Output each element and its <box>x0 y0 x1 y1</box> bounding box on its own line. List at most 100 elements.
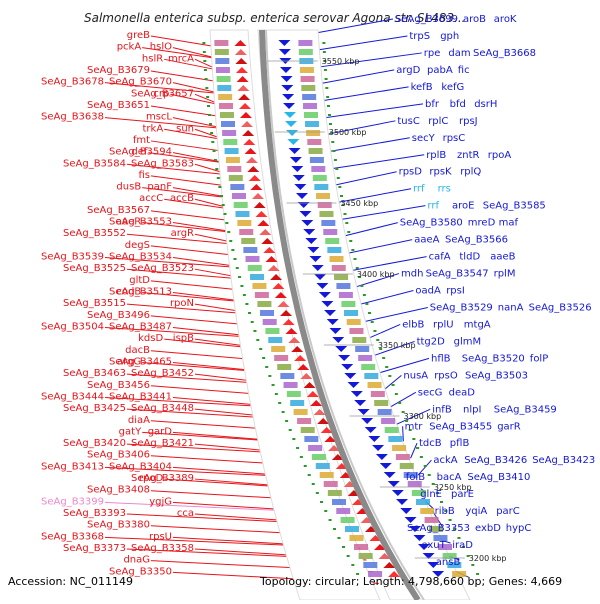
left-feature-block <box>336 508 351 514</box>
right-gene-label: rplQ <box>460 167 481 178</box>
left-gene-arrow <box>250 184 263 190</box>
left-gene-label: SeAg_B3456 <box>87 380 150 391</box>
left-tick <box>256 339 260 341</box>
right-feature-block <box>327 247 342 253</box>
left-gene-label: SeAg_B3496 <box>87 310 150 321</box>
left-feature-block <box>344 526 359 532</box>
right-feature-block <box>321 220 336 226</box>
left-gene-label: SeAg_B3408 <box>87 485 150 496</box>
left-feature-block <box>290 400 305 406</box>
right-tick <box>401 411 405 413</box>
right-gene-label: oadA <box>415 286 441 297</box>
left-gene-label: SeAg_B3523 <box>131 263 194 274</box>
right-gene-label: rpsI <box>446 286 465 297</box>
right-gene-label: rpsD <box>399 167 423 178</box>
right-feature-block <box>370 391 385 397</box>
right-gene-arrow <box>338 355 351 361</box>
right-connector <box>337 222 398 239</box>
left-gene-label: SeAg_B3358 <box>131 543 194 554</box>
right-gene-label: SeAg_B3526 <box>529 302 592 313</box>
left-tick <box>210 132 214 134</box>
right-feature-block <box>442 553 457 559</box>
left-gene-arrow <box>291 346 304 352</box>
left-gene-label: SeAg_B3678 <box>41 77 104 88</box>
left-gene-arrow <box>244 148 257 154</box>
left-gene-arrow <box>317 418 330 424</box>
left-tick <box>238 276 242 278</box>
right-tick <box>331 141 335 143</box>
left-tick <box>259 348 263 350</box>
right-gene-arrow <box>375 454 388 460</box>
right-gene-label: mreD <box>468 218 496 229</box>
right-feature-block <box>452 571 467 577</box>
right-gene-label: tusC <box>397 116 419 127</box>
left-gene-label: SeAg_B3406 <box>87 450 150 461</box>
right-gene-arrow <box>291 166 304 172</box>
right-tick <box>382 357 386 359</box>
right-tick <box>388 375 392 377</box>
right-gene-arrow <box>324 310 337 316</box>
right-gene-arrow <box>321 301 334 307</box>
left-gene-label: SeAg_B3594 <box>109 147 172 158</box>
kbp-label: 3550 kbp <box>322 57 360 66</box>
right-tick <box>476 573 480 575</box>
left-tick <box>288 429 292 431</box>
right-tick <box>376 339 380 341</box>
left-gene-arrow <box>310 400 323 406</box>
right-tick <box>452 528 456 530</box>
right-tick <box>324 78 328 80</box>
right-gene-label: infB <box>432 404 452 415</box>
left-gene-arrow <box>234 40 247 46</box>
right-gene-label: folP <box>530 353 548 364</box>
right-tick <box>338 186 342 188</box>
left-gene-arrow <box>238 94 251 100</box>
right-tick <box>416 447 420 449</box>
left-gene-label: ygjG <box>149 496 172 507</box>
right-feature-block <box>302 94 317 100</box>
right-gene-arrow <box>326 319 339 325</box>
left-gene-arrow <box>259 229 272 235</box>
left-gene-label: SeAg_B3373 <box>63 543 126 554</box>
right-tick <box>362 294 366 296</box>
right-feature-block <box>358 355 373 361</box>
right-connector <box>377 357 430 374</box>
right-gene-label: bfr <box>425 99 440 110</box>
right-connector <box>330 188 412 205</box>
right-gene-label: cafA <box>429 252 451 263</box>
right-gene-label: mtgA <box>464 319 491 330</box>
left-connector <box>170 93 223 106</box>
right-gene-label: rplU <box>433 319 454 330</box>
left-gene-arrow <box>328 445 341 451</box>
left-feature-block <box>237 220 252 226</box>
right-gene-label: bfd <box>450 99 466 110</box>
left-feature-block <box>223 139 238 145</box>
left-gene-label: SeAg_B3525 <box>63 263 126 274</box>
left-feature-block <box>332 499 347 505</box>
right-tick <box>349 240 353 242</box>
right-gene-arrow <box>400 508 413 514</box>
left-gene-label: SeAg_B3380 <box>87 520 150 531</box>
left-gene-label: SeAg_B3399 <box>41 496 104 507</box>
left-tick <box>205 87 209 89</box>
left-tick <box>227 231 231 233</box>
left-gene-label: rpoN <box>170 298 194 309</box>
left-connector <box>150 175 235 188</box>
left-gene-arrow <box>364 526 377 532</box>
right-gene-label: aroK <box>494 14 517 25</box>
left-gene-label: aaeR <box>116 217 141 228</box>
left-tick <box>207 105 211 107</box>
left-gene-label: hslO <box>150 42 172 53</box>
left-gene-label: SeAg_B3513 <box>109 287 172 298</box>
left-feature-block <box>286 391 301 397</box>
left-gene-label: rpoD <box>139 473 164 484</box>
left-gene-arrow <box>255 211 268 217</box>
right-gene-label: SeAg_B3699 <box>395 14 458 25</box>
left-connector <box>126 233 247 246</box>
left-feature-block <box>304 436 319 442</box>
left-gene-label: SeAg_B3670 <box>109 77 172 88</box>
left-tick <box>281 411 285 413</box>
right-tick <box>435 492 439 494</box>
left-gene-arrow <box>245 157 258 163</box>
left-feature-block <box>224 148 239 154</box>
